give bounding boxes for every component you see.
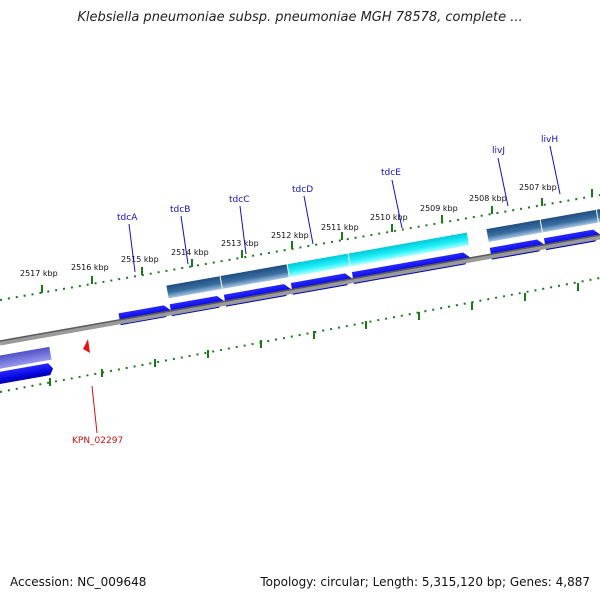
kbp-label: 2515 kbp	[121, 255, 159, 264]
kbp-label: 2513 kbp	[221, 239, 259, 248]
feature-block[interactable]	[166, 276, 222, 299]
kbp-label: 2507 kbp	[519, 183, 557, 192]
feature-block[interactable]	[0, 346, 52, 376]
outer-tick-track	[0, 194, 600, 301]
kbp-label: 2516 kbp	[71, 263, 109, 272]
genome-backbone-edge	[0, 234, 600, 342]
gene-label-tdce[interactable]: tdcE	[381, 168, 401, 178]
locus-marker-icon[interactable]	[83, 339, 90, 353]
gene-label-tdcc[interactable]: tdcC	[229, 195, 249, 205]
feature-track	[0, 202, 600, 376]
feature-block[interactable]	[486, 219, 542, 242]
cds-track	[0, 229, 600, 391]
kbp-scale-labels: 2517 kbp 2516 kbp 2515 kbp 2514 kbp 2513…	[20, 183, 557, 278]
outer-major-ticks	[41, 189, 593, 293]
kbp-label: 2508 kbp	[469, 194, 507, 203]
kbp-label: 2517 kbp	[20, 269, 58, 278]
feature-block[interactable]	[540, 209, 599, 233]
gene-label-tdcb[interactable]: tdcB	[170, 205, 190, 215]
genome-summary-text: Topology: circular; Length: 5,315,120 bp…	[260, 575, 590, 589]
kbp-label: 2514 kbp	[171, 248, 209, 257]
locus-label[interactable]: KPN_02297	[72, 436, 123, 446]
gene-label-livj[interactable]: livJ	[492, 146, 505, 156]
kbp-label: 2509 kbp	[420, 204, 458, 213]
kbp-label: 2511 kbp	[321, 223, 359, 232]
feature-block[interactable]	[348, 232, 470, 267]
map-title: Klebsiella pneumoniae subsp. pneumoniae …	[77, 10, 523, 25]
kbp-label: 2512 kbp	[271, 231, 309, 240]
feature-block[interactable]	[220, 264, 289, 289]
accession-text: Accession: NC_009648	[10, 575, 147, 589]
gene-label-leaders	[128, 145, 561, 273]
inner-tick-track	[0, 277, 600, 393]
locus-label-leader	[91, 385, 98, 434]
gene-label-tdcd[interactable]: tdcD	[292, 185, 313, 195]
inner-major-ticks	[49, 283, 579, 386]
genome-backbone	[0, 234, 600, 346]
gene-label-livh[interactable]: livH	[541, 135, 558, 145]
kbp-label: 2510 kbp	[370, 213, 408, 222]
cds-arrow[interactable]	[0, 363, 54, 391]
gene-label-tdca[interactable]: tdcA	[117, 213, 138, 223]
gene-labels: tdcA tdcB tdcC tdcD tdcE livJ livH	[117, 135, 558, 223]
feature-block[interactable]	[287, 253, 350, 278]
